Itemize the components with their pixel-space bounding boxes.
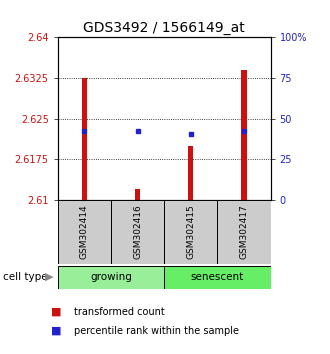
Bar [164,200,217,264]
Text: GSM302415: GSM302415 [186,205,195,259]
Bar [241,70,247,200]
Text: GSM302417: GSM302417 [240,205,248,259]
Text: ■: ■ [51,326,62,336]
Bar [58,266,164,289]
Title: GDS3492 / 1566149_at: GDS3492 / 1566149_at [83,21,245,35]
Bar [188,146,193,200]
Text: ■: ■ [51,307,62,316]
Bar [217,200,271,264]
Bar [82,78,87,200]
Bar [164,266,271,289]
Text: cell type: cell type [3,272,48,282]
Text: senescent: senescent [191,272,244,282]
Text: ▶: ▶ [45,272,53,282]
Text: GSM302414: GSM302414 [80,205,89,259]
Bar [135,189,140,200]
Bar [58,200,111,264]
Text: transformed count: transformed count [74,307,165,316]
Text: percentile rank within the sample: percentile rank within the sample [74,326,239,336]
Bar [111,200,164,264]
Text: GSM302416: GSM302416 [133,205,142,259]
Text: growing: growing [90,272,132,282]
